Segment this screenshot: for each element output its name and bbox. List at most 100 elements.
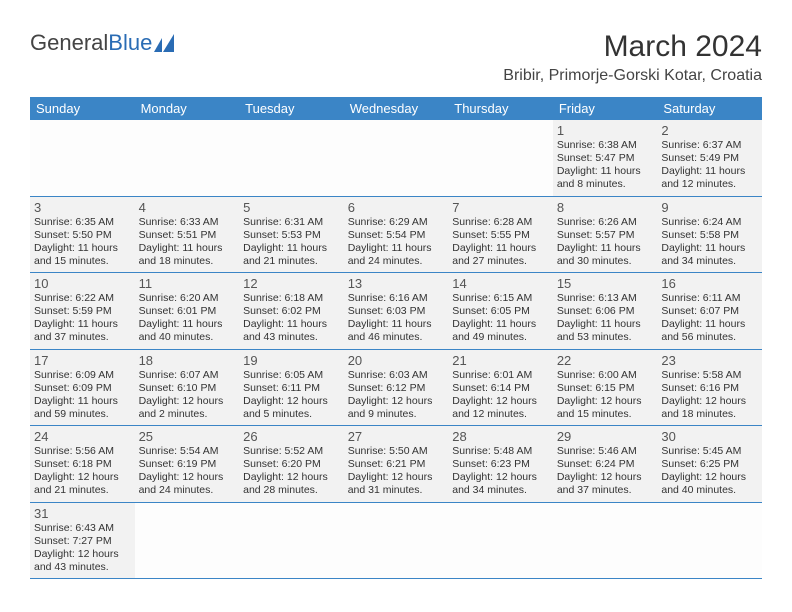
- day-cell: 18Sunrise: 6:07 AMSunset: 6:10 PMDayligh…: [135, 349, 240, 426]
- day-number: 27: [348, 429, 445, 444]
- day-line: Daylight: 11 hours: [139, 318, 236, 331]
- day-line: Sunrise: 6:00 AM: [557, 369, 654, 382]
- day-line: Daylight: 11 hours: [661, 318, 758, 331]
- empty-cell: [239, 502, 344, 579]
- day-number: 5: [243, 200, 340, 215]
- day-line: Sunrise: 6:09 AM: [34, 369, 131, 382]
- day-line: Daylight: 12 hours: [661, 395, 758, 408]
- day-number: 29: [557, 429, 654, 444]
- day-line: Daylight: 11 hours: [452, 318, 549, 331]
- day-line: Daylight: 12 hours: [452, 471, 549, 484]
- day-line: and 2 minutes.: [139, 408, 236, 421]
- day-cell: 26Sunrise: 5:52 AMSunset: 6:20 PMDayligh…: [239, 426, 344, 503]
- day-line: and 37 minutes.: [34, 331, 131, 344]
- day-number: 10: [34, 276, 131, 291]
- day-number: 8: [557, 200, 654, 215]
- day-number: 16: [661, 276, 758, 291]
- day-cell: 14Sunrise: 6:15 AMSunset: 6:05 PMDayligh…: [448, 273, 553, 350]
- day-line: and 34 minutes.: [452, 484, 549, 497]
- day-line: Sunrise: 6:13 AM: [557, 292, 654, 305]
- week-row: 31Sunrise: 6:43 AMSunset: 7:27 PMDayligh…: [30, 502, 762, 579]
- day-line: Sunrise: 6:18 AM: [243, 292, 340, 305]
- empty-cell: [657, 502, 762, 579]
- day-line: Sunset: 6:06 PM: [557, 305, 654, 318]
- day-line: Sunset: 6:03 PM: [348, 305, 445, 318]
- day-line: Daylight: 11 hours: [243, 318, 340, 331]
- day-line: Sunrise: 5:46 AM: [557, 445, 654, 458]
- empty-cell: [448, 120, 553, 196]
- empty-cell: [344, 502, 449, 579]
- day-cell: 21Sunrise: 6:01 AMSunset: 6:14 PMDayligh…: [448, 349, 553, 426]
- day-number: 7: [452, 200, 549, 215]
- day-number: 12: [243, 276, 340, 291]
- day-line: and 28 minutes.: [243, 484, 340, 497]
- day-line: Sunrise: 5:48 AM: [452, 445, 549, 458]
- calendar-body: 1Sunrise: 6:38 AMSunset: 5:47 PMDaylight…: [30, 120, 762, 579]
- day-cell: 9Sunrise: 6:24 AMSunset: 5:58 PMDaylight…: [657, 196, 762, 273]
- empty-cell: [344, 120, 449, 196]
- day-line: Sunrise: 6:16 AM: [348, 292, 445, 305]
- logo: GeneralBlue: [30, 30, 180, 56]
- day-number: 31: [34, 506, 131, 521]
- day-cell: 17Sunrise: 6:09 AMSunset: 6:09 PMDayligh…: [30, 349, 135, 426]
- day-line: Sunrise: 5:54 AM: [139, 445, 236, 458]
- day-number: 9: [661, 200, 758, 215]
- empty-cell: [553, 502, 658, 579]
- day-cell: 30Sunrise: 5:45 AMSunset: 6:25 PMDayligh…: [657, 426, 762, 503]
- day-line: Daylight: 11 hours: [661, 165, 758, 178]
- day-line: Sunset: 6:23 PM: [452, 458, 549, 471]
- day-line: Daylight: 12 hours: [661, 471, 758, 484]
- day-line: Sunset: 6:15 PM: [557, 382, 654, 395]
- day-line: Daylight: 12 hours: [34, 548, 131, 561]
- location: Bribir, Primorje-Gorski Kotar, Croatia: [503, 67, 762, 85]
- day-number: 25: [139, 429, 236, 444]
- week-row: 24Sunrise: 5:56 AMSunset: 6:18 PMDayligh…: [30, 426, 762, 503]
- day-line: Daylight: 12 hours: [139, 395, 236, 408]
- week-row: 1Sunrise: 6:38 AMSunset: 5:47 PMDaylight…: [30, 120, 762, 196]
- day-line: Sunrise: 6:37 AM: [661, 139, 758, 152]
- day-line: Sunset: 6:25 PM: [661, 458, 758, 471]
- title-block: March 2024 Bribir, Primorje-Gorski Kotar…: [503, 30, 762, 85]
- day-line: and 40 minutes.: [139, 331, 236, 344]
- day-line: Sunset: 6:09 PM: [34, 382, 131, 395]
- day-header: Sunday: [30, 97, 135, 120]
- day-line: Sunrise: 6:28 AM: [452, 216, 549, 229]
- week-row: 3Sunrise: 6:35 AMSunset: 5:50 PMDaylight…: [30, 196, 762, 273]
- day-line: Sunset: 5:58 PM: [661, 229, 758, 242]
- day-line: Sunset: 6:10 PM: [139, 382, 236, 395]
- day-line: Sunrise: 5:50 AM: [348, 445, 445, 458]
- day-header: Wednesday: [344, 97, 449, 120]
- day-cell: 23Sunrise: 5:58 AMSunset: 6:16 PMDayligh…: [657, 349, 762, 426]
- day-line: Sunset: 6:18 PM: [34, 458, 131, 471]
- day-line: Daylight: 12 hours: [243, 395, 340, 408]
- day-cell: 10Sunrise: 6:22 AMSunset: 5:59 PMDayligh…: [30, 273, 135, 350]
- day-line: Sunrise: 6:07 AM: [139, 369, 236, 382]
- day-header: Thursday: [448, 97, 553, 120]
- empty-cell: [30, 120, 135, 196]
- day-cell: 19Sunrise: 6:05 AMSunset: 6:11 PMDayligh…: [239, 349, 344, 426]
- day-line: and 31 minutes.: [348, 484, 445, 497]
- day-line: Sunset: 5:49 PM: [661, 152, 758, 165]
- day-cell: 2Sunrise: 6:37 AMSunset: 5:49 PMDaylight…: [657, 120, 762, 196]
- day-line: Daylight: 11 hours: [34, 242, 131, 255]
- day-number: 18: [139, 353, 236, 368]
- day-line: and 43 minutes.: [34, 561, 131, 574]
- day-line: Daylight: 12 hours: [348, 471, 445, 484]
- logo-text-1: General: [30, 30, 108, 56]
- day-number: 20: [348, 353, 445, 368]
- day-line: Sunset: 6:21 PM: [348, 458, 445, 471]
- day-header: Friday: [553, 97, 658, 120]
- day-line: Daylight: 12 hours: [348, 395, 445, 408]
- day-number: 19: [243, 353, 340, 368]
- day-line: Sunrise: 6:20 AM: [139, 292, 236, 305]
- day-line: Sunrise: 6:33 AM: [139, 216, 236, 229]
- day-header: Saturday: [657, 97, 762, 120]
- day-line: Daylight: 11 hours: [452, 242, 549, 255]
- day-line: Sunset: 6:14 PM: [452, 382, 549, 395]
- day-cell: 8Sunrise: 6:26 AMSunset: 5:57 PMDaylight…: [553, 196, 658, 273]
- day-cell: 16Sunrise: 6:11 AMSunset: 6:07 PMDayligh…: [657, 273, 762, 350]
- day-number: 23: [661, 353, 758, 368]
- day-line: and 34 minutes.: [661, 255, 758, 268]
- day-number: 26: [243, 429, 340, 444]
- day-line: and 15 minutes.: [557, 408, 654, 421]
